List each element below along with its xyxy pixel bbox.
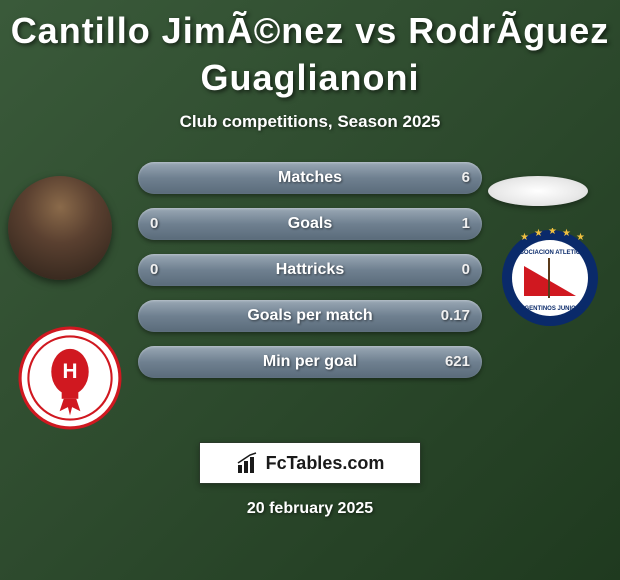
stat-right-value: 0.17 [441, 300, 470, 332]
stat-row: Min per goal621 [138, 346, 482, 378]
stat-right-value: 621 [445, 346, 470, 378]
stat-left-value: 0 [150, 254, 158, 286]
svg-text:★: ★ [548, 228, 557, 237]
stat-row: Matches6 [138, 162, 482, 194]
date-text: 20 february 2025 [0, 500, 620, 518]
page-subtitle: Club competitions, Season 2025 [0, 112, 620, 132]
stat-right-value: 0 [462, 254, 470, 286]
club-badge-right: ★ ★ ★ ★ ★ ASOCIACION ATLETICA ARGENTINOS… [500, 228, 600, 328]
stat-label: Goals per match [138, 300, 482, 332]
svg-text:ASOCIACION ATLETICA: ASOCIACION ATLETICA [516, 250, 586, 256]
stat-label: Min per goal [138, 346, 482, 378]
svg-text:★: ★ [534, 228, 543, 239]
stat-row: 0Hattricks0 [138, 254, 482, 286]
stat-row: 0Goals1 [138, 208, 482, 240]
stat-left-value: 0 [150, 208, 158, 240]
stat-right-value: 6 [462, 162, 470, 194]
chart-icon [236, 451, 260, 475]
stat-right-value: 1 [462, 208, 470, 240]
svg-text:ARGENTINOS JUNIORS: ARGENTINOS JUNIORS [516, 306, 584, 312]
club-badge-left: H [18, 326, 122, 430]
svg-text:★: ★ [562, 228, 571, 239]
stat-label: Matches [138, 162, 482, 194]
stat-label: Goals [138, 208, 482, 240]
svg-text:★: ★ [576, 232, 585, 243]
page-title: Cantillo JimÃ©nez vs RodrÃ­guez Guaglian… [0, 0, 620, 102]
brand-badge: FcTables.com [199, 442, 421, 484]
brand-text: FcTables.com [266, 453, 385, 474]
stat-row: Goals per match0.17 [138, 300, 482, 332]
svg-text:H: H [62, 360, 77, 383]
player-photo-right [488, 176, 588, 206]
stat-label: Hattricks [138, 254, 482, 286]
player-photo-left [8, 176, 112, 280]
svg-text:★: ★ [520, 232, 529, 243]
